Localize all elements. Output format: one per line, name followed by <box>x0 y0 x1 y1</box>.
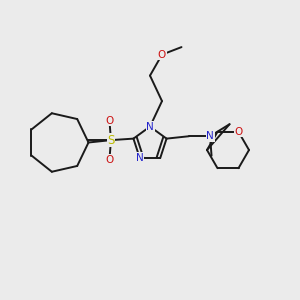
Text: N: N <box>146 122 154 132</box>
Text: S: S <box>107 134 115 147</box>
Text: N: N <box>206 131 214 141</box>
Text: O: O <box>105 154 114 165</box>
Text: N: N <box>136 153 144 163</box>
Text: O: O <box>234 127 243 137</box>
Text: O: O <box>105 116 114 126</box>
Text: O: O <box>158 50 166 60</box>
